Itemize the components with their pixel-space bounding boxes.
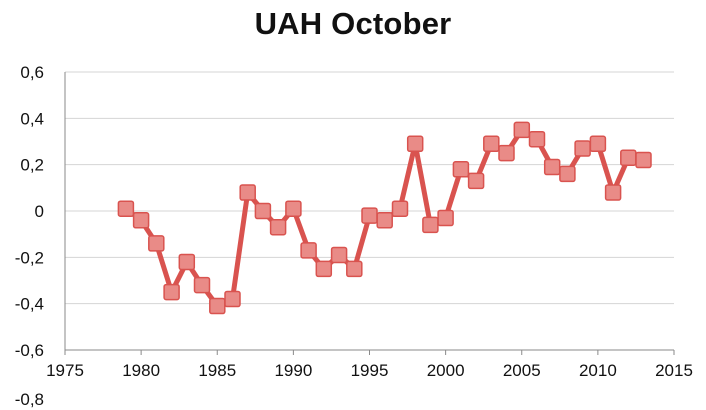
x-tick-label: 2005 <box>503 361 541 380</box>
data-point <box>117 200 135 217</box>
y-tick-label: -0,8 <box>15 390 44 409</box>
data-point <box>193 276 211 294</box>
data-point <box>513 121 531 139</box>
x-tick-labels: 1975 1980 1985 1990 1995 2000 2005 2010 2015 <box>46 361 693 380</box>
x-tick-label: 1980 <box>122 361 160 380</box>
data-point <box>391 200 409 217</box>
data-point <box>330 246 348 264</box>
data-point <box>528 130 546 148</box>
data-point <box>163 283 180 301</box>
data-point <box>483 135 500 153</box>
data-point <box>498 144 515 162</box>
data-point <box>559 165 576 183</box>
data-point <box>406 135 424 153</box>
data-point <box>467 172 485 190</box>
gridlines <box>65 71 674 305</box>
x-tick-label: 1975 <box>46 361 84 380</box>
data-point <box>315 260 333 278</box>
chart-title: UAH October <box>254 6 452 41</box>
y-tick-label: -0,6 <box>15 341 44 360</box>
data-point <box>346 260 363 278</box>
data-point <box>269 218 287 236</box>
x-tick-label: 2010 <box>579 361 617 380</box>
y-tick-label: 0,6 <box>20 63 44 82</box>
data-point <box>224 290 241 308</box>
y-tick-label: -0,2 <box>15 248 44 267</box>
y-tick-label: 0 <box>35 202 44 221</box>
data-point <box>604 184 622 201</box>
data-point <box>209 297 226 315</box>
data-point <box>285 200 302 217</box>
data-point <box>361 207 378 224</box>
x-tick-label: 2000 <box>427 361 465 380</box>
data-point <box>178 253 196 271</box>
data-point <box>239 184 256 201</box>
x-tick-label: 1985 <box>198 361 236 380</box>
data-point <box>437 209 454 227</box>
data-point <box>574 140 591 157</box>
series-layer <box>117 121 652 315</box>
y-tick-label: 0,2 <box>20 156 44 175</box>
data-point <box>589 135 607 153</box>
data-point <box>132 212 150 229</box>
axes <box>64 72 675 355</box>
x-tick-label: 2015 <box>655 361 693 380</box>
data-point <box>376 212 393 229</box>
data-point <box>422 216 439 234</box>
y-tick-label: -0,4 <box>15 295 44 314</box>
data-point <box>543 158 561 176</box>
data-point <box>300 242 317 259</box>
data-point <box>620 149 637 166</box>
x-tick-label: 1995 <box>351 361 389 380</box>
y-tick-labels: 0,6 0,4 0,2 0 -0,2 -0,4 -0,6 -0,8 <box>15 63 44 409</box>
data-point <box>254 202 272 220</box>
y-tick-label: 0,4 <box>20 109 44 128</box>
data-point <box>635 151 652 169</box>
x-tick-label: 1990 <box>274 361 312 380</box>
data-point <box>148 235 165 252</box>
data-point <box>452 161 470 178</box>
